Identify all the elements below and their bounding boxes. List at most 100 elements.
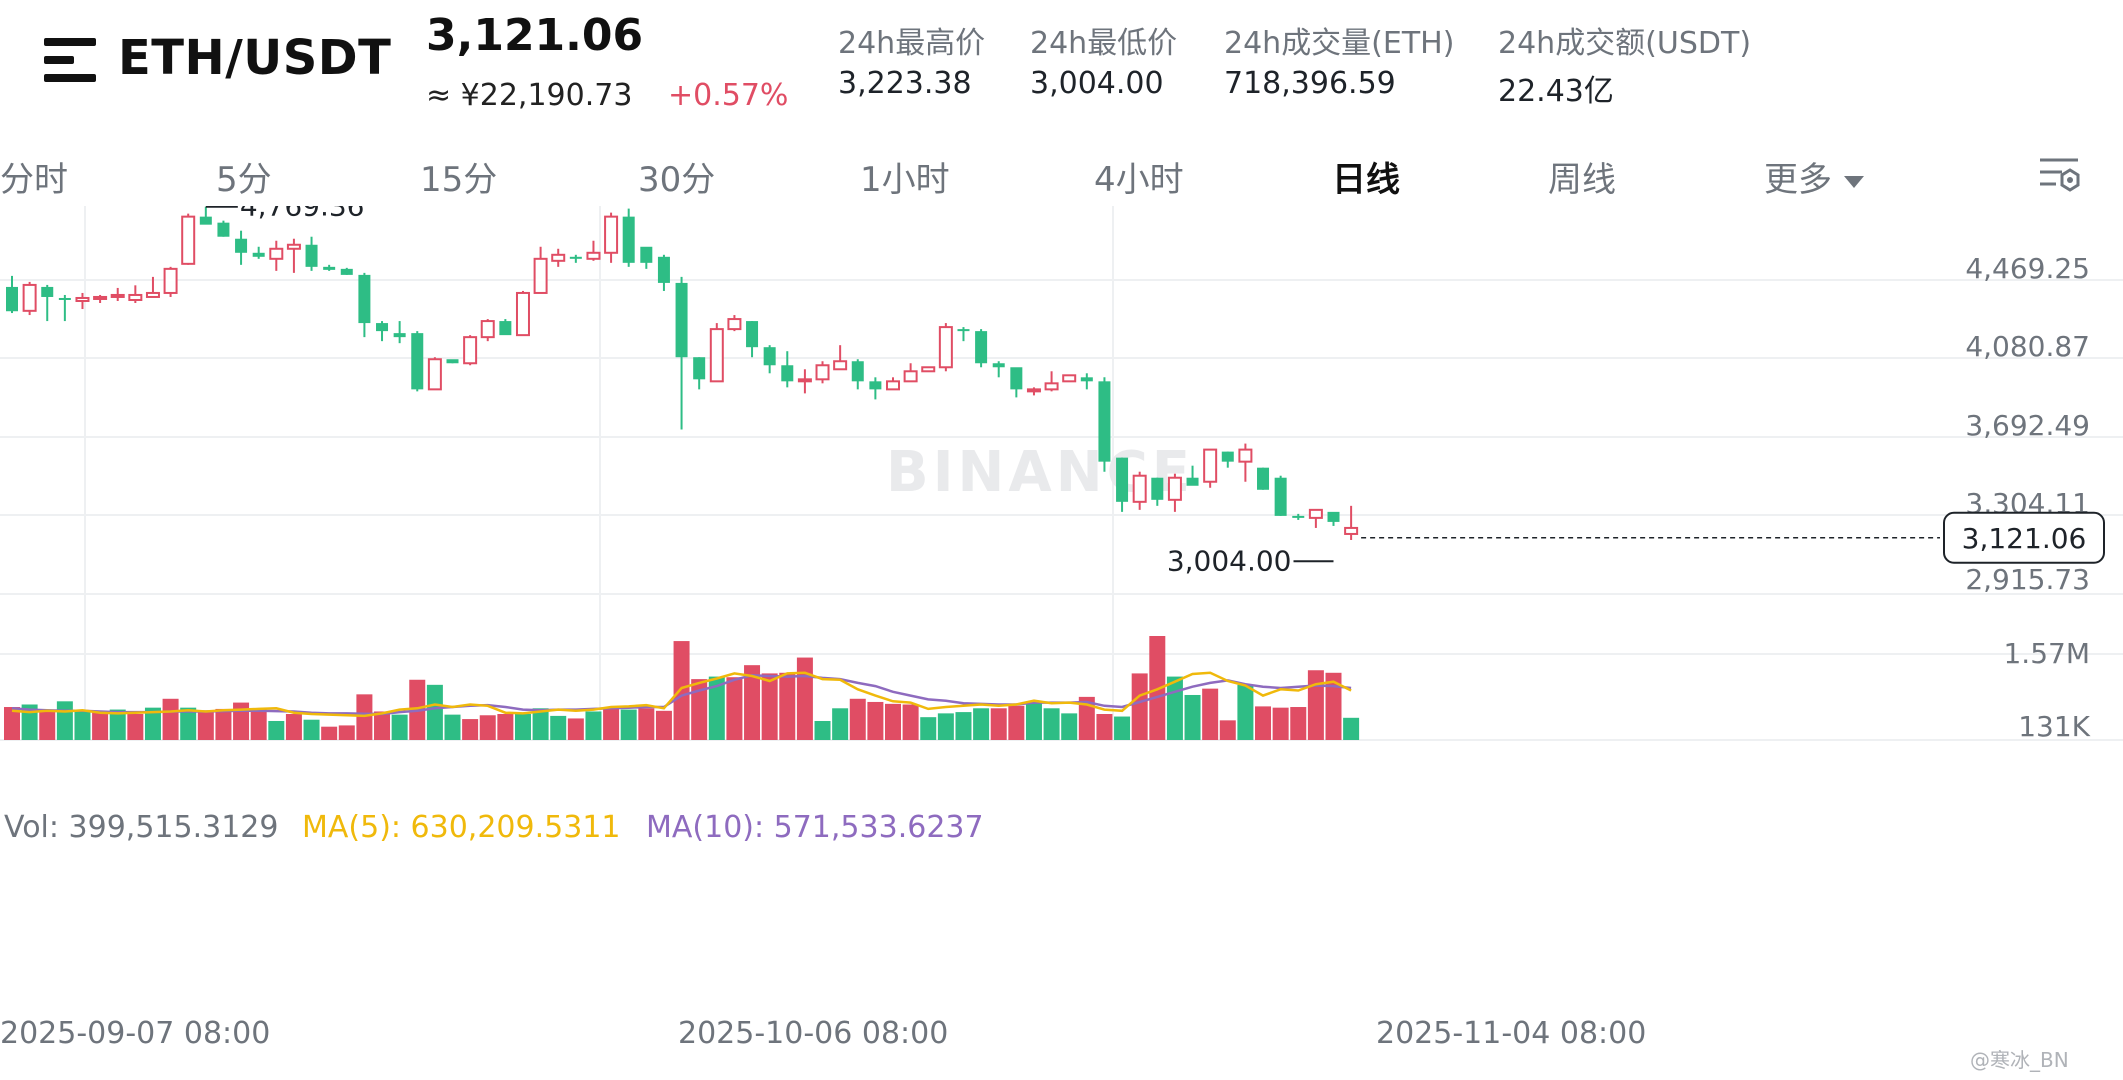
candle-body: [869, 381, 882, 390]
candle-body: [693, 357, 706, 380]
volume-bar: [497, 714, 514, 740]
candle-body: [1238, 448, 1253, 463]
volume-bar: [1202, 688, 1219, 740]
tab-timeshare[interactable]: 分时: [0, 160, 68, 200]
stat-label-volume: 24h成交量(ETH): [1224, 26, 1455, 61]
candle-body: [1080, 377, 1093, 382]
candle-body: [499, 321, 512, 336]
candle-body: [1062, 374, 1077, 383]
volume-bar: [638, 708, 655, 740]
price-axis-label: 4,469.25: [1965, 252, 2090, 285]
high-marker-label: 4,769.36: [240, 206, 365, 223]
volume-bar: [197, 712, 214, 740]
candle-body: [1203, 448, 1218, 483]
volume-bar: [268, 720, 285, 740]
candle-body: [1116, 457, 1129, 502]
candle-body: [217, 222, 230, 237]
candle-body: [886, 380, 900, 391]
candle-body: [145, 291, 160, 298]
volume-bar: [1025, 701, 1042, 740]
volume-bar: [109, 709, 126, 740]
tab-1d[interactable]: 日线: [1332, 160, 1400, 200]
tab-4h[interactable]: 4小时: [1094, 160, 1184, 200]
volume-bar: [532, 708, 549, 740]
volume-bar: [673, 641, 690, 740]
candle-body: [1167, 476, 1182, 501]
volume-bar: [92, 712, 109, 740]
tab-30m[interactable]: 30分: [638, 160, 716, 200]
volume-bar: [885, 703, 901, 740]
candle-body: [622, 216, 635, 263]
candle-body: [781, 365, 794, 382]
volume-bar: [1307, 670, 1324, 740]
volume-bar: [444, 714, 461, 740]
trading-pair-title[interactable]: ETH/USDT: [118, 30, 392, 86]
volume-bar: [1043, 708, 1060, 740]
candle-body: [903, 370, 918, 383]
chart-settings-icon[interactable]: [2036, 150, 2084, 198]
volume-bar: [902, 704, 919, 740]
hamburger-menu-icon[interactable]: [44, 38, 96, 84]
volume-bar: [39, 710, 56, 740]
volume-bar: [726, 677, 743, 740]
volume-bar: [691, 679, 708, 740]
volume-bar: [144, 707, 161, 740]
candle-body: [340, 268, 353, 275]
candle-body: [323, 266, 336, 270]
user-watermark: @寒冰_BN: [1970, 1048, 2069, 1072]
tab-more[interactable]: 更多: [1764, 152, 1864, 201]
volume-bar: [514, 714, 531, 740]
stat-value-volume: 718,396.59: [1224, 66, 1396, 101]
low-marker-label: 3,004.00: [1167, 544, 1292, 577]
candle-body: [1132, 474, 1147, 503]
volume-bar: [1184, 694, 1201, 740]
volume-ma10-label: MA(10): 571,533.6237: [646, 810, 984, 845]
volume-bar: [708, 676, 725, 740]
tab-15m[interactable]: 15分: [420, 160, 498, 200]
candle-body: [1098, 381, 1111, 462]
volume-bar: [1078, 696, 1095, 740]
candle-body: [1327, 511, 1340, 522]
volume-bar: [832, 708, 849, 740]
candle-body: [58, 297, 71, 300]
price-axis-label: 2,915.73: [1965, 563, 2090, 596]
tab-5m[interactable]: 5分: [216, 160, 272, 200]
candle-body: [181, 215, 196, 265]
volume-axis-label: 1.57M: [2003, 637, 2090, 670]
tab-1w[interactable]: 周线: [1548, 160, 1616, 200]
volume-bar: [285, 714, 302, 740]
price-axis-label: 4,080.87: [1965, 330, 2090, 363]
candle-body: [1186, 477, 1199, 486]
volume-bar: [1219, 720, 1236, 740]
stat-value-turnover: 22.43亿: [1498, 74, 1614, 109]
candle-body: [957, 329, 970, 332]
volume-bar: [814, 720, 831, 740]
time-label: 2025-09-07 08:00: [0, 1016, 271, 1051]
volume-bar: [620, 709, 637, 740]
volume-bar: [1325, 672, 1342, 740]
volume-bar: [479, 715, 496, 740]
volume-bar: [374, 711, 391, 740]
volume-bar: [356, 694, 373, 740]
price-axis-label: 3,692.49: [1965, 409, 2090, 442]
candle-body: [586, 251, 601, 260]
candle-body: [358, 274, 371, 324]
candle-body: [551, 253, 566, 262]
candle-body: [1292, 515, 1305, 518]
candle-body: [411, 333, 424, 390]
candle-body: [833, 360, 848, 371]
candle-body: [709, 328, 724, 383]
candlestick-chart[interactable]: BINANCE 4,857.634,469.254,080.873,692.49…: [0, 206, 2123, 1006]
change-percent: +0.57%: [668, 78, 789, 113]
volume-bar: [867, 701, 884, 740]
volume-bar: [849, 698, 866, 740]
volume-bar: [955, 712, 972, 740]
candle-body: [1257, 467, 1270, 490]
candle-body: [427, 358, 442, 391]
volume-bar: [937, 713, 954, 740]
tab-1h[interactable]: 1小时: [860, 160, 950, 200]
candle-body: [675, 282, 688, 358]
volume-bar: [796, 657, 813, 740]
stat-label-turnover: 24h成交额(USDT): [1498, 26, 1752, 61]
candle-body: [286, 243, 301, 250]
